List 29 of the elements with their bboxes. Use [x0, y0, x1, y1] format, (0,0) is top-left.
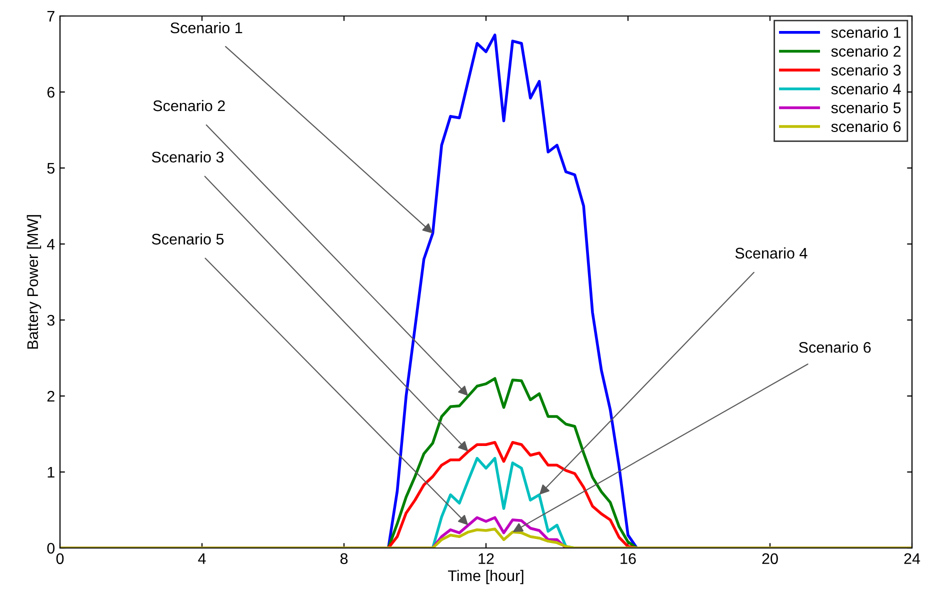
annotation: Scenario 3	[152, 151, 224, 163]
legend-label: scenario 5	[831, 102, 901, 114]
annotation: Scenario 6	[799, 342, 871, 353]
annotation: Scenario 5	[152, 233, 224, 245]
legend-label: scenario 4	[831, 83, 901, 94]
x-tick-label: 20	[762, 553, 778, 564]
y-tick-label: 2	[47, 390, 54, 402]
legend-label: scenario 1	[831, 26, 901, 38]
annotation: Scenario 4	[735, 247, 808, 259]
x-tick-label: 4	[198, 553, 206, 564]
legend-label: scenario 3	[831, 64, 901, 76]
x-tick-label: 8	[340, 553, 348, 564]
y-tick-label: 4	[46, 239, 55, 250]
annotation: Scenario 2	[153, 100, 225, 112]
x-tick-label: 16	[620, 553, 636, 564]
legend-label: scenario 6	[831, 120, 901, 132]
x-tick-label: 24	[904, 553, 920, 564]
y-tick-label: 0	[47, 542, 55, 554]
x-tick-label: 12	[478, 553, 494, 564]
y-tick-label: 1	[48, 467, 54, 478]
legend-label: scenario 2	[831, 46, 901, 57]
y-tick-label: 6	[47, 86, 54, 98]
y-tick-label: 7	[47, 11, 54, 22]
y-tick-label: 5	[47, 163, 54, 174]
annotation: Scenario 1	[170, 22, 242, 34]
y-axis-title: Battery Power [MW]	[26, 215, 42, 349]
y-tick-label: 3	[47, 314, 54, 326]
x-axis-title: Time [hour]	[448, 570, 524, 584]
x-tick-label: 0	[56, 553, 64, 564]
